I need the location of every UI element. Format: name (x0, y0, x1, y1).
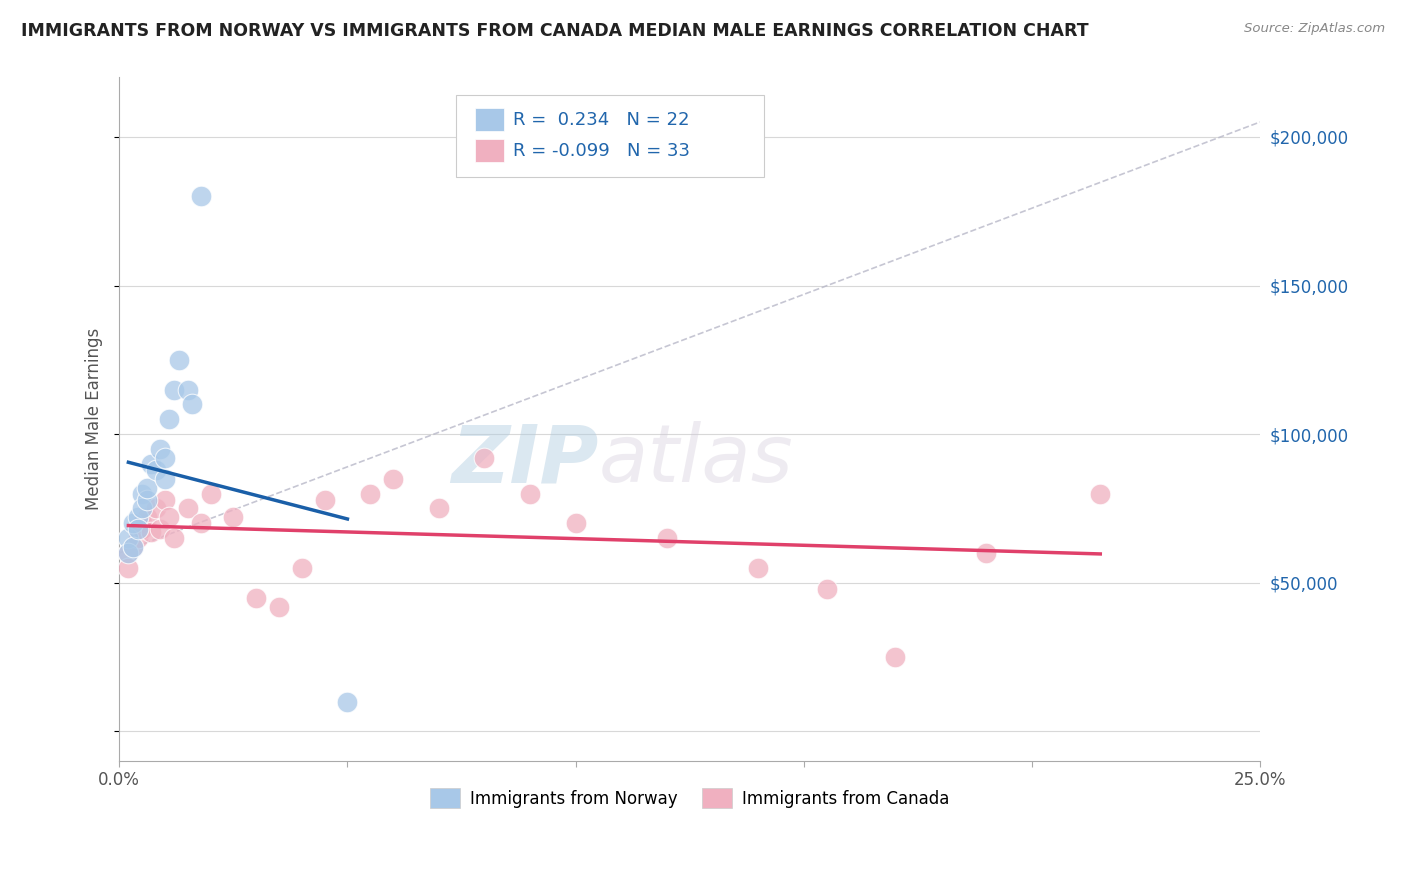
Point (177, 383, 200, 397)
Text: R =  0.234   N = 22: R = 0.234 N = 22 (513, 111, 689, 128)
Point (245, 591, 267, 605)
Point (200, 486, 222, 500)
Text: R = -0.099   N = 33: R = -0.099 N = 33 (513, 142, 690, 160)
Point (1090, 486, 1112, 500)
Point (149, 442, 172, 456)
Point (564, 516, 586, 531)
Point (122, 540, 145, 554)
Point (122, 540, 145, 554)
Point (884, 650, 907, 665)
Point (159, 510, 181, 524)
Point (127, 510, 149, 524)
Point (135, 492, 157, 507)
Point (117, 531, 139, 545)
Point (519, 486, 541, 500)
Point (153, 492, 176, 507)
Point (163, 531, 186, 545)
Point (153, 450, 176, 465)
Point (190, 516, 212, 531)
Point (159, 412, 181, 426)
Point (167, 352, 190, 367)
Point (127, 531, 149, 545)
Point (472, 450, 495, 465)
Point (135, 510, 157, 524)
Legend: Immigrants from Norway, Immigrants from Canada: Immigrants from Norway, Immigrants from … (423, 781, 956, 814)
Point (177, 501, 200, 516)
Point (747, 561, 769, 575)
Point (974, 546, 997, 560)
Point (181, 397, 204, 411)
Point (382, 472, 405, 486)
Point (314, 492, 336, 507)
Point (267, 599, 290, 614)
FancyBboxPatch shape (456, 95, 763, 177)
FancyBboxPatch shape (475, 108, 503, 131)
Point (153, 472, 176, 486)
Point (127, 522, 149, 536)
Point (117, 561, 139, 575)
Point (131, 501, 153, 516)
Point (135, 481, 157, 495)
Text: atlas: atlas (599, 421, 793, 500)
Text: IMMIGRANTS FROM NORWAY VS IMMIGRANTS FROM CANADA MEDIAN MALE EARNINGS CORRELATIO: IMMIGRANTS FROM NORWAY VS IMMIGRANTS FRO… (21, 22, 1088, 40)
Point (291, 561, 314, 575)
Point (131, 522, 153, 536)
Text: ZIP: ZIP (451, 421, 599, 500)
Point (117, 546, 139, 560)
Point (163, 383, 186, 397)
Point (336, 695, 359, 709)
Point (117, 546, 139, 560)
Point (122, 516, 145, 531)
Point (427, 501, 450, 516)
Point (145, 463, 167, 477)
Point (815, 582, 838, 596)
Text: Source: ZipAtlas.com: Source: ZipAtlas.com (1244, 22, 1385, 36)
FancyBboxPatch shape (475, 139, 503, 161)
Point (655, 531, 678, 545)
Point (359, 486, 381, 500)
Point (131, 516, 153, 531)
Point (141, 525, 163, 540)
Point (190, 189, 212, 203)
Point (222, 510, 245, 524)
Y-axis label: Median Male Earnings: Median Male Earnings (86, 328, 103, 510)
Point (149, 522, 172, 536)
Point (131, 486, 153, 500)
Point (141, 457, 163, 471)
Point (145, 501, 167, 516)
